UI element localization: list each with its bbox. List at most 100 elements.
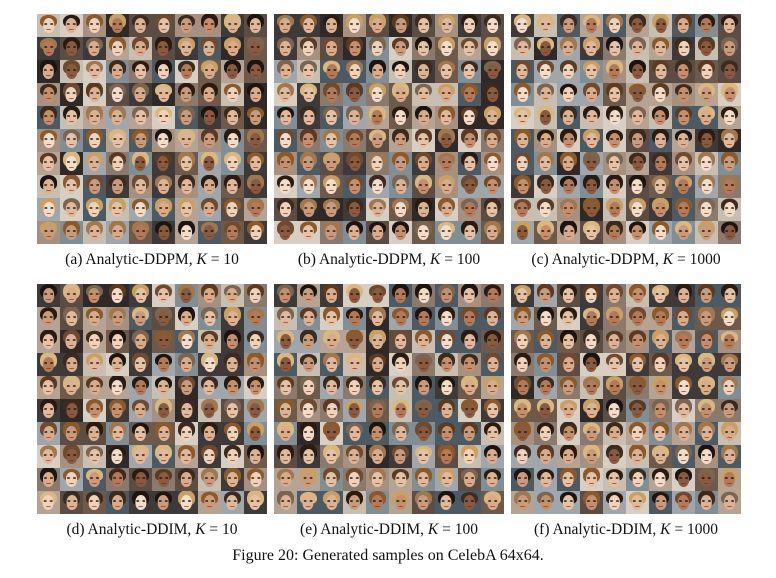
sample-thumbnail bbox=[366, 399, 389, 422]
sample-thumbnail bbox=[458, 376, 481, 399]
sample-thumbnail bbox=[458, 60, 481, 83]
sample-thumbnail bbox=[175, 399, 198, 422]
sample-thumbnail bbox=[244, 445, 267, 468]
sample-thumbnail bbox=[198, 468, 221, 491]
sample-thumbnail bbox=[435, 83, 458, 106]
sample-thumbnail bbox=[458, 152, 481, 175]
sample-thumbnail bbox=[60, 353, 83, 376]
sample-thumbnail bbox=[274, 307, 297, 330]
sample-thumbnail bbox=[152, 422, 175, 445]
sample-thumbnail bbox=[389, 198, 412, 221]
caption-k-value: 10 bbox=[222, 521, 238, 538]
sample-thumbnail bbox=[412, 221, 435, 244]
sample-thumbnail bbox=[37, 152, 60, 175]
sample-thumbnail bbox=[511, 422, 534, 445]
sample-thumbnail bbox=[366, 422, 389, 445]
sample-thumbnail bbox=[198, 284, 221, 307]
sample-thumbnail bbox=[649, 468, 672, 491]
sample-thumbnail bbox=[297, 445, 320, 468]
sample-thumbnail bbox=[221, 468, 244, 491]
sample-thumbnail bbox=[343, 83, 366, 106]
sample-thumbnail bbox=[557, 330, 580, 353]
sample-thumbnail bbox=[435, 284, 458, 307]
sample-thumbnail bbox=[511, 14, 534, 37]
sample-thumbnail bbox=[297, 491, 320, 514]
sample-thumbnail bbox=[718, 37, 741, 60]
sample-thumbnail bbox=[297, 468, 320, 491]
caption-k-value: 100 bbox=[456, 251, 481, 268]
sample-thumbnail bbox=[343, 468, 366, 491]
sample-thumbnail bbox=[435, 198, 458, 221]
sample-thumbnail bbox=[320, 83, 343, 106]
sample-thumbnail bbox=[175, 353, 198, 376]
sample-thumbnail bbox=[481, 152, 504, 175]
sample-thumbnail bbox=[106, 284, 129, 307]
sample-thumbnail bbox=[649, 399, 672, 422]
sample-thumbnail bbox=[198, 353, 221, 376]
sample-thumbnail bbox=[580, 83, 603, 106]
sample-thumbnail bbox=[343, 284, 366, 307]
sample-thumbnail bbox=[343, 198, 366, 221]
sample-thumbnail bbox=[60, 221, 83, 244]
sample-thumbnail bbox=[718, 198, 741, 221]
sample-thumbnail bbox=[343, 106, 366, 129]
sample-thumbnail bbox=[366, 129, 389, 152]
sample-thumbnail bbox=[152, 14, 175, 37]
sample-thumbnail bbox=[511, 221, 534, 244]
sample-thumbnail bbox=[603, 83, 626, 106]
sample-thumbnail bbox=[83, 330, 106, 353]
sample-thumbnail bbox=[580, 399, 603, 422]
sample-thumbnail bbox=[557, 152, 580, 175]
sample-thumbnail bbox=[511, 491, 534, 514]
sample-thumbnail bbox=[580, 330, 603, 353]
sample-thumbnail bbox=[580, 468, 603, 491]
sample-thumbnail bbox=[557, 491, 580, 514]
sample-thumbnail bbox=[152, 198, 175, 221]
sample-thumbnail bbox=[152, 399, 175, 422]
sample-thumbnail bbox=[580, 175, 603, 198]
sample-thumbnail bbox=[626, 284, 649, 307]
caption-k-symbol: K bbox=[427, 521, 439, 538]
sample-thumbnail bbox=[343, 175, 366, 198]
sample-thumbnail bbox=[221, 37, 244, 60]
sample-thumbnail bbox=[198, 14, 221, 37]
sample-thumbnail bbox=[435, 221, 458, 244]
sample-thumbnail bbox=[320, 14, 343, 37]
sample-thumbnail bbox=[221, 307, 244, 330]
subfigure-caption: (d) Analytic-DDIM, K = 10 bbox=[22, 520, 282, 540]
caption-k-symbol: K bbox=[660, 521, 671, 538]
sample-thumbnail bbox=[343, 353, 366, 376]
caption-k-value: 100 bbox=[454, 521, 478, 538]
sample-thumbnail bbox=[320, 307, 343, 330]
sample-thumbnail bbox=[37, 376, 60, 399]
sample-thumbnail bbox=[274, 399, 297, 422]
sample-thumbnail bbox=[718, 175, 741, 198]
sample-thumbnail bbox=[244, 376, 267, 399]
sample-thumbnail bbox=[37, 330, 60, 353]
sample-thumbnail bbox=[580, 198, 603, 221]
sample-thumbnail bbox=[649, 106, 672, 129]
sample-thumbnail bbox=[274, 353, 297, 376]
sample-thumbnail bbox=[672, 37, 695, 60]
sample-thumbnail bbox=[649, 307, 672, 330]
sample-thumbnail bbox=[221, 198, 244, 221]
sample-thumbnail bbox=[274, 445, 297, 468]
sample-thumbnail bbox=[152, 284, 175, 307]
sample-thumbnail bbox=[626, 106, 649, 129]
sample-thumbnail bbox=[672, 353, 695, 376]
sample-thumbnail bbox=[129, 221, 152, 244]
sample-thumbnail bbox=[366, 491, 389, 514]
sample-thumbnail bbox=[412, 152, 435, 175]
sample-thumbnail bbox=[435, 353, 458, 376]
sample-thumbnail bbox=[129, 284, 152, 307]
sample-thumbnail bbox=[297, 307, 320, 330]
sample-thumbnail bbox=[603, 399, 626, 422]
sample-thumbnail bbox=[695, 60, 718, 83]
sample-thumbnail bbox=[626, 129, 649, 152]
sample-thumbnail bbox=[511, 330, 534, 353]
sample-thumbnail bbox=[60, 307, 83, 330]
sample-thumbnail bbox=[580, 376, 603, 399]
sample-thumbnail bbox=[695, 353, 718, 376]
sample-thumbnail bbox=[366, 37, 389, 60]
sample-thumbnail bbox=[244, 353, 267, 376]
